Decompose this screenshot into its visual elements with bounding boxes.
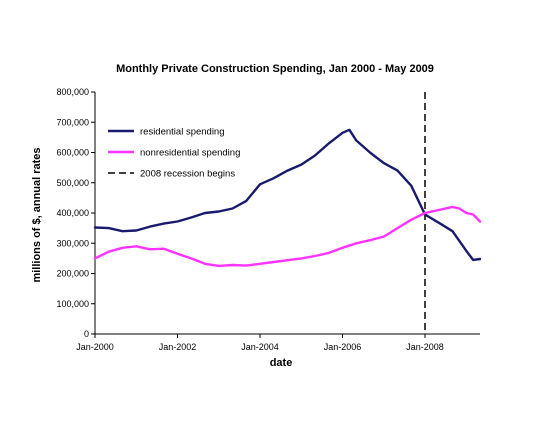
y-axis-label: millions of $, annual rates (31, 147, 43, 282)
y-tick-label: 300,000 (56, 238, 89, 248)
nonresidential-spending-line (93, 205, 482, 268)
legend-nonresidential-label: nonresidential spending (140, 148, 240, 159)
x-tick-label: Jan-2002 (159, 342, 197, 352)
y-tick-label: 200,000 (56, 269, 89, 279)
y-tick-label: 700,000 (56, 117, 89, 127)
y-tick-label: 0 (84, 329, 89, 339)
plot-area: 0 100,000 200,000 300,000 400,000 500,000 600,… (56, 87, 482, 352)
legend-recession-label: 2008 recession begins (140, 169, 235, 180)
y-tick-label: 500,000 (56, 178, 89, 188)
y-tick-label: 400,000 (56, 208, 89, 218)
x-axis-label: date (270, 357, 293, 369)
x-tick-label: Jan-2004 (241, 342, 279, 352)
y-tick-label: 600,000 (56, 148, 89, 158)
legend-residential-label: residential spending (140, 127, 225, 138)
y-tick-label: 800,000 (56, 87, 89, 97)
x-tick-label: Jan-2008 (406, 342, 444, 352)
residential-spending-line (93, 128, 482, 262)
y-tick-label: 100,000 (56, 299, 89, 309)
legend: residential spending nonresidential spend… (108, 127, 240, 180)
x-tick-label: Jan-2000 (76, 342, 114, 352)
x-tick-label: Jan-2006 (324, 342, 362, 352)
chart-title: Monthly Private Construction Spending, J… (116, 63, 434, 75)
